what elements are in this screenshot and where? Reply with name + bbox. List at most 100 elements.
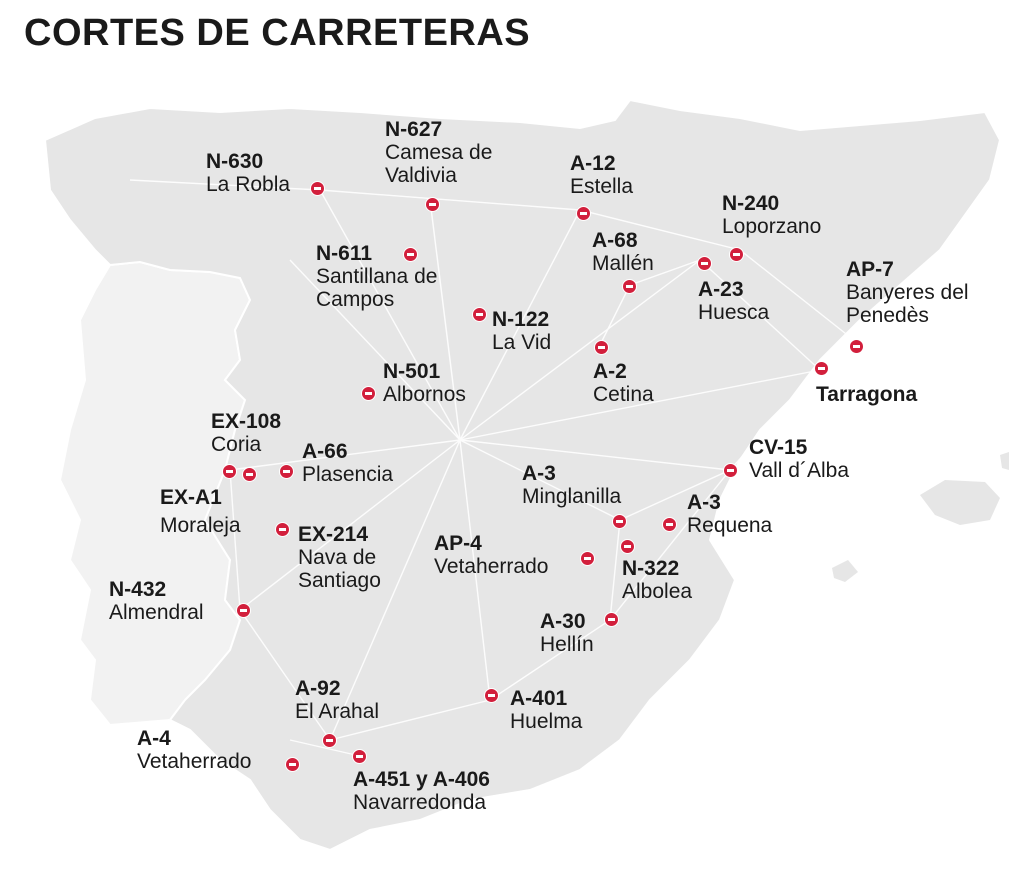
road-name: AP-4 [434,532,482,555]
label-a3-requena: A-3 Requena [687,491,772,537]
closure-marker-n630[interactable] [310,181,325,196]
label-ex214: EX-214 Nava de Santiago [298,523,418,592]
place-name: Almendral [109,601,204,624]
road-name: A-12 [570,152,616,175]
road-name: N-630 [206,150,264,173]
road-name: A-23 [698,278,744,301]
closure-marker-n322[interactable] [620,539,635,554]
road-name: A-3 [687,491,721,514]
road-network [129,179,861,757]
place-name: Coria [211,433,262,456]
place-name: Requena [687,514,773,537]
closure-marker-ap4[interactable] [580,551,595,566]
road-name: A-401 [510,687,568,710]
road-name: N-611 [316,242,373,265]
closure-marker-a66[interactable] [279,464,294,479]
label-a68: A-68 Mallén [592,229,654,275]
label-n322: N-322 Albolea [622,557,692,603]
menorca-island [1000,452,1009,470]
closure-marker-a4[interactable] [285,757,300,772]
closure-marker-ex108[interactable] [222,464,237,479]
road-name: N-122 [492,308,550,331]
place-name: Hellín [540,633,594,656]
label-ap7: AP-7 Banyeres del Penedès [846,258,996,327]
closure-marker-n611[interactable] [403,247,418,262]
label-a66: A-66 Plasencia [302,440,393,486]
mallorca-island [920,480,1000,525]
road-name: A-3 [522,462,556,485]
label-exa1: EX-A1 Moraleja [160,486,241,537]
label-n611: N-611 Santillana de Campos [316,242,451,311]
place-name: Banyeres del Penedès [846,281,969,327]
label-a401: A-401 Huelma [510,687,582,733]
closure-marker-a3m[interactable] [612,514,627,529]
label-a451-a406: A-451 y A-406 Navarredonda [353,768,490,814]
road-name: A-68 [592,229,638,252]
road-name: CV-15 [749,436,808,459]
closure-marker-ap7[interactable] [849,339,864,354]
label-a3-minglanilla: A-3 Minglanilla [522,462,621,508]
road-name: N-501 [383,360,441,383]
place-name: Huelma [510,710,583,733]
closure-marker-a92[interactable] [322,733,337,748]
road-name: N-432 [109,578,167,601]
road-name: N-240 [722,192,780,215]
closure-marker-n432[interactable] [236,603,251,618]
closure-marker-a68[interactable] [622,279,637,294]
closure-marker-a23[interactable] [697,256,712,271]
place-name: La Robla [206,173,291,196]
place-name: Navarredonda [353,791,487,814]
place-name: Santillana de Campos [316,265,438,311]
place-name: Huesca [698,301,770,324]
road-name: N-627 [385,118,443,141]
place-name: Albornos [383,383,466,406]
closure-marker-exa1[interactable] [242,467,257,482]
closure-marker-cv15[interactable] [723,463,738,478]
place-name: Nava de Santiago [298,546,381,592]
place-name: Vall d´Alba [749,459,849,482]
closure-marker-n627[interactable] [425,197,440,212]
place-name: Plasencia [302,463,394,486]
closure-marker-a451[interactable] [352,749,367,764]
closure-marker-tarragona[interactable] [814,361,829,376]
closure-marker-n122[interactable] [472,307,487,322]
map-title: CORTES DE CARRETERAS [24,12,531,54]
place-name: Albolea [622,580,693,603]
road-name: A-92 [295,677,341,700]
place-name: Mallén [592,252,654,275]
place-name: Loporzano [722,215,822,238]
closure-marker-n240[interactable] [729,247,744,262]
ibiza-island [832,560,858,582]
label-n501: N-501 Albornos [383,360,466,406]
road-name: A-30 [540,610,586,633]
label-tarragona: Tarragona [816,383,917,406]
place-name: Cetina [593,383,654,406]
place-name: Minglanilla [522,485,622,508]
closure-marker-a12[interactable] [576,206,591,221]
place-name: Estella [570,175,634,198]
label-n627: N-627 Camesa de Valdivia [385,118,525,187]
place-name: Camesa de Valdivia [385,141,493,187]
label-ap4: AP-4 Vetaherrado [434,532,548,578]
closure-marker-ex214[interactable] [275,522,290,537]
place-name: Moraleja [160,514,241,537]
closure-marker-a401[interactable] [484,688,499,703]
road-name: EX-A1 [160,486,222,509]
label-n240: N-240 Loporzano [722,192,821,238]
label-n432: N-432 Almendral [109,578,204,624]
closure-marker-a3r[interactable] [662,517,677,532]
place-name: Vetaherrado [434,555,549,578]
road-name: A-66 [302,440,348,463]
closure-marker-a30[interactable] [604,612,619,627]
place-name: La Vid [492,331,552,354]
road-name: A-2 [593,360,627,383]
road-name: A-451 y A-406 [353,768,490,791]
road-name: AP-7 [846,258,894,281]
label-cv15: CV-15 Vall d´Alba [749,436,849,482]
label-n630: N-630 La Robla [206,150,290,196]
label-a92: A-92 El Arahal [295,677,379,723]
closure-marker-a2[interactable] [594,340,609,355]
label-a30: A-30 Hellín [540,610,594,656]
closure-marker-n501[interactable] [361,386,376,401]
